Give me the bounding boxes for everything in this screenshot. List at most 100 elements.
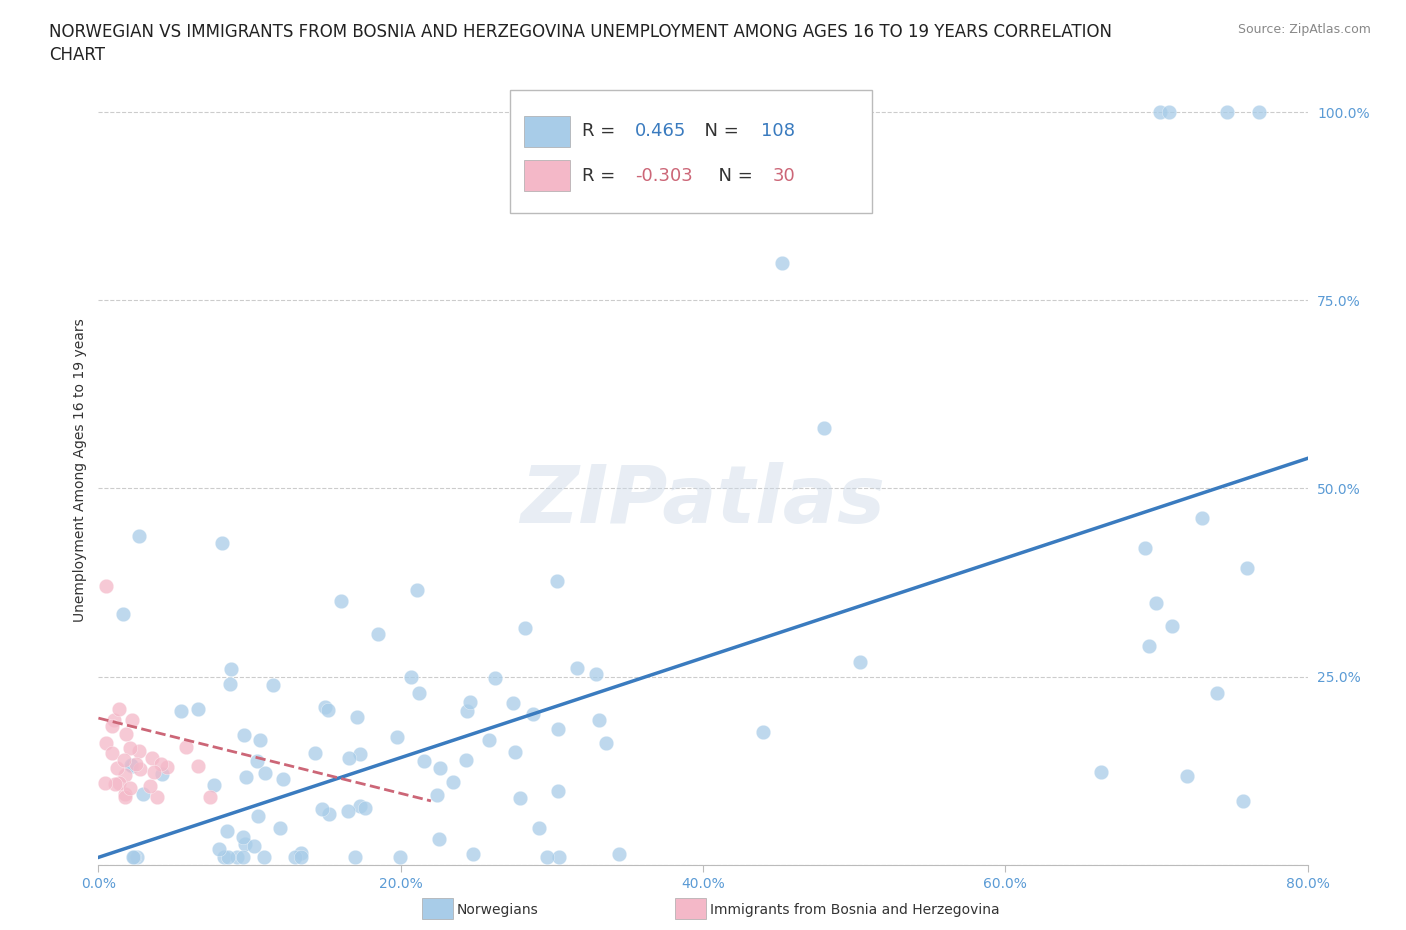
Point [346, 710, 368, 724]
Point [343, 850, 366, 865]
Point [115, 727, 138, 742]
Point [211, 536, 233, 551]
Point [318, 806, 340, 821]
Point [290, 850, 312, 865]
Point [408, 685, 430, 700]
Point [138, 778, 160, 793]
Point [141, 751, 163, 765]
Point [108, 776, 131, 790]
Point [429, 831, 451, 846]
Point [128, 528, 150, 543]
Point [246, 753, 269, 768]
Point [515, 620, 537, 635]
Point [235, 770, 257, 785]
Point [478, 733, 501, 748]
Point [232, 728, 254, 743]
Text: 30: 30 [773, 166, 796, 184]
Point [454, 752, 477, 767]
Point [588, 713, 610, 728]
Point [461, 846, 484, 861]
Point [813, 420, 835, 435]
Point [349, 799, 371, 814]
Point [353, 801, 375, 816]
Point [304, 745, 326, 760]
Point [314, 699, 336, 714]
Point [1133, 541, 1156, 556]
Point [143, 764, 166, 779]
Point [253, 766, 276, 781]
Point [502, 696, 524, 711]
Point [176, 739, 198, 754]
Text: Norwegians: Norwegians [457, 902, 538, 917]
Point [1247, 104, 1270, 119]
Point [226, 850, 249, 865]
Point [121, 712, 143, 727]
Text: R =: R = [582, 123, 621, 140]
Point [249, 733, 271, 748]
Point [219, 662, 242, 677]
Point [187, 759, 209, 774]
Point [94, 578, 117, 593]
Point [316, 703, 339, 718]
Point [1149, 104, 1171, 119]
Point [202, 777, 225, 792]
Point [215, 824, 238, 839]
Point [101, 719, 124, 734]
Point [232, 850, 254, 865]
Point [262, 677, 284, 692]
Text: R =: R = [582, 166, 621, 184]
Point [104, 777, 127, 792]
Point [522, 707, 544, 722]
Point [103, 713, 125, 728]
Point [311, 802, 333, 817]
Point [269, 820, 291, 835]
Point [607, 847, 630, 862]
Bar [524, 160, 569, 192]
Point [849, 655, 872, 670]
Point [114, 787, 136, 802]
Point [509, 790, 531, 805]
Point [120, 757, 142, 772]
Point [1137, 639, 1160, 654]
Point [426, 787, 449, 802]
Point [503, 744, 526, 759]
Point [1160, 618, 1182, 633]
FancyBboxPatch shape [509, 90, 872, 213]
Point [456, 704, 478, 719]
Point [131, 787, 153, 802]
Point [150, 766, 173, 781]
Point [96, 736, 118, 751]
Point [219, 676, 242, 691]
Point [124, 850, 146, 865]
Point [412, 753, 434, 768]
Point [290, 845, 312, 860]
Point [118, 740, 141, 755]
Point [547, 783, 569, 798]
Bar [524, 115, 569, 147]
Point [118, 780, 141, 795]
Point [1144, 595, 1167, 610]
Point [253, 850, 276, 865]
Point [458, 695, 481, 710]
Point [208, 842, 231, 857]
Point [232, 830, 254, 844]
Point [125, 757, 148, 772]
Point [128, 762, 150, 777]
Point [108, 701, 131, 716]
Point [94, 776, 117, 790]
Point [125, 850, 148, 865]
Point [565, 660, 588, 675]
Point [114, 790, 136, 804]
Point [187, 701, 209, 716]
Point [217, 850, 239, 865]
Point [529, 820, 551, 835]
Point [156, 760, 179, 775]
Point [585, 667, 607, 682]
Text: N =: N = [707, 166, 758, 184]
Text: -0.303: -0.303 [636, 166, 693, 184]
Point [399, 670, 422, 684]
Point [149, 757, 172, 772]
Point [349, 747, 371, 762]
Text: Source: ZipAtlas.com: Source: ZipAtlas.com [1237, 23, 1371, 36]
Point [546, 574, 568, 589]
